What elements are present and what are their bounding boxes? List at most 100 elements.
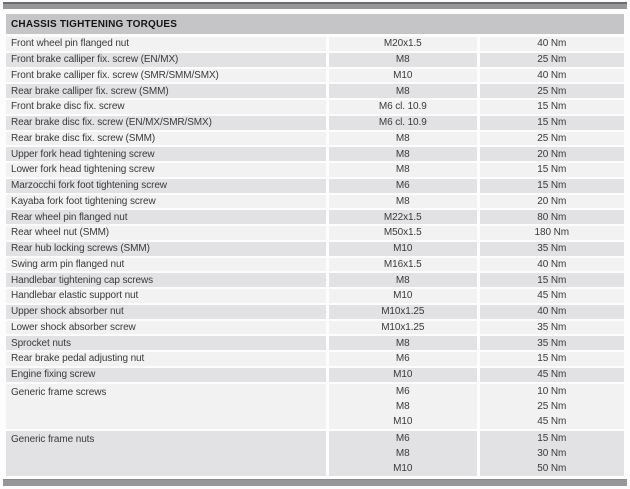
cell-size: M6 [329,352,477,366]
cell-torque: 45 Nm [537,415,567,427]
row-label: Generic frame nuts [11,434,95,446]
table-row: Kayaba fork foot tightening screw M8 20 … [6,194,624,209]
cell-size: M8 [329,336,477,350]
cell-description: Rear brake pedal adjusting nut [6,352,326,366]
cell-size: M10 [393,415,413,427]
cell-torque: 40 Nm [479,68,624,83]
cell-size-group: M6 M8 M10 [329,383,477,429]
cell-size: M10 [329,367,477,382]
cell-size: M22x1.5 [329,210,477,224]
cell-size: M8 [329,147,477,161]
cell-size: M6 [329,178,477,193]
cell-description: Handlebar tightening cap screws [6,273,326,287]
cell-torque: 45 Nm [479,367,624,382]
table-row: Upper shock absorber nut M10x1.25 40 Nm [6,304,624,319]
table-row: Rear hub locking screws (SMM) M10 35 Nm [6,241,624,256]
cell-description: Rear wheel pin flanged nut [6,210,326,224]
cell-description: Rear hub locking screws (SMM) [6,241,326,256]
table-row: Front brake calliper fix. screw (EN/MX) … [6,52,624,67]
table-row: Rear brake disc fix. screw (SMM) M8 25 N… [6,131,624,146]
cell-size: M8 [395,447,410,459]
cell-description: Lower shock absorber screw [6,320,326,335]
table-row: Front wheel pin flanged nut M20x1.5 40 N… [6,37,624,51]
cell-size: M10 [329,241,477,256]
cell-description: Front brake calliper fix. screw (SMR/SMM… [6,68,326,83]
top-rule-bar [3,2,627,9]
cell-description: Swing arm pin flanged nut [6,257,326,272]
table-row-multi: Generic frame screws M6 M8 M10 10 Nm 25 … [6,383,624,429]
table-row: Upper fork head tightening screw M8 20 N… [6,147,624,161]
cell-size: M8 [329,84,477,98]
cell-torque: 20 Nm [479,194,624,209]
cell-torque: 25 Nm [479,84,624,98]
table-title-band: CHASSIS TIGHTENING TORQUES [6,14,624,34]
cell-torque: 40 Nm [479,37,624,51]
cell-torque: 180 Nm [479,226,624,240]
table-row-multi: Generic frame nuts M6 M8 M10 15 Nm 30 Nm… [6,430,624,476]
cell-torque: 35 Nm [479,241,624,256]
cell-torque: 15 Nm [479,273,624,287]
cell-description: Marzocchi fork foot tightening screw [6,178,326,193]
cell-torque: 15 Nm [479,163,624,177]
cell-description: Sprocket nuts [6,336,326,350]
cell-torque-group: 15 Nm 30 Nm 50 Nm [479,430,624,476]
table-row: Rear brake disc fix. screw (EN/MX/SMR/SM… [6,115,624,130]
table-row: Rear brake calliper fix. screw (SMM) M8 … [6,84,624,98]
table-row: Handlebar tightening cap screws M8 15 Nm [6,273,624,287]
bottom-rule-bar [3,479,627,486]
table-row: Engine fixing screw M10 45 Nm [6,367,624,382]
cell-size: M8 [329,163,477,177]
cell-size: M8 [329,194,477,209]
cell-torque: 35 Nm [479,336,624,350]
cell-torque-group: 10 Nm 25 Nm 45 Nm [479,383,624,429]
cell-size-group: M6 M8 M10 [329,430,477,476]
cell-torque: 40 Nm [479,257,624,272]
table-row: Front brake disc fix. screw M6 cl. 10.9 … [6,100,624,114]
cell-size: M6 cl. 10.9 [329,100,477,114]
cell-torque: 40 Nm [479,304,624,319]
cell-torque: 15 Nm [479,352,624,366]
cell-description: Upper fork head tightening screw [6,147,326,161]
cell-size: M10x1.25 [329,304,477,319]
cell-description: Rear brake disc fix. screw (SMM) [6,131,326,146]
cell-torque: 30 Nm [537,447,567,459]
cell-size: M8 [329,273,477,287]
cell-description: Front wheel pin flanged nut [6,37,326,51]
cell-description: Rear brake calliper fix. screw (SMM) [6,84,326,98]
cell-torque: 15 Nm [537,432,567,444]
cell-description: Lower fork head tightening screw [6,163,326,177]
cell-torque: 45 Nm [479,289,624,303]
table-row: Sprocket nuts M8 35 Nm [6,336,624,350]
cell-torque: 15 Nm [479,178,624,193]
table-row: Lower fork head tightening screw M8 15 N… [6,163,624,177]
cell-size: M6 cl. 10.9 [329,115,477,130]
table-row: Handlebar elastic support nut M10 45 Nm [6,289,624,303]
cell-description: Front brake calliper fix. screw (EN/MX) [6,52,326,67]
cell-description: Generic frame nuts [6,430,326,476]
table-title: CHASSIS TIGHTENING TORQUES [11,18,178,30]
cell-size: M6 [395,432,410,444]
table-row: Marzocchi fork foot tightening screw M6 … [6,178,624,193]
cell-size: M8 [395,400,410,412]
row-label: Generic frame screws [11,387,107,399]
cell-torque: 25 Nm [537,400,567,412]
cell-description: Rear brake disc fix. screw (EN/MX/SMR/SM… [6,115,326,130]
cell-description: Front brake disc fix. screw [6,100,326,114]
cell-torque: 35 Nm [479,320,624,335]
cell-description: Kayaba fork foot tightening screw [6,194,326,209]
cell-description: Engine fixing screw [6,367,326,382]
cell-description: Rear wheel nut (SMM) [6,226,326,240]
cell-size: M20x1.5 [329,37,477,51]
table-row: Swing arm pin flanged nut M16x1.5 40 Nm [6,257,624,272]
table-row: Lower shock absorber screw M10x1.25 35 N… [6,320,624,335]
torque-table: Front wheel pin flanged nut M20x1.5 40 N… [6,37,624,476]
cell-description: Upper shock absorber nut [6,304,326,319]
cell-size: M16x1.5 [329,257,477,272]
cell-size: M10 [329,68,477,83]
cell-size: M50x1.5 [329,226,477,240]
cell-torque: 10 Nm [537,385,567,397]
cell-size: M10 [393,462,413,474]
cell-size: M6 [395,385,410,397]
cell-torque: 50 Nm [537,462,567,474]
